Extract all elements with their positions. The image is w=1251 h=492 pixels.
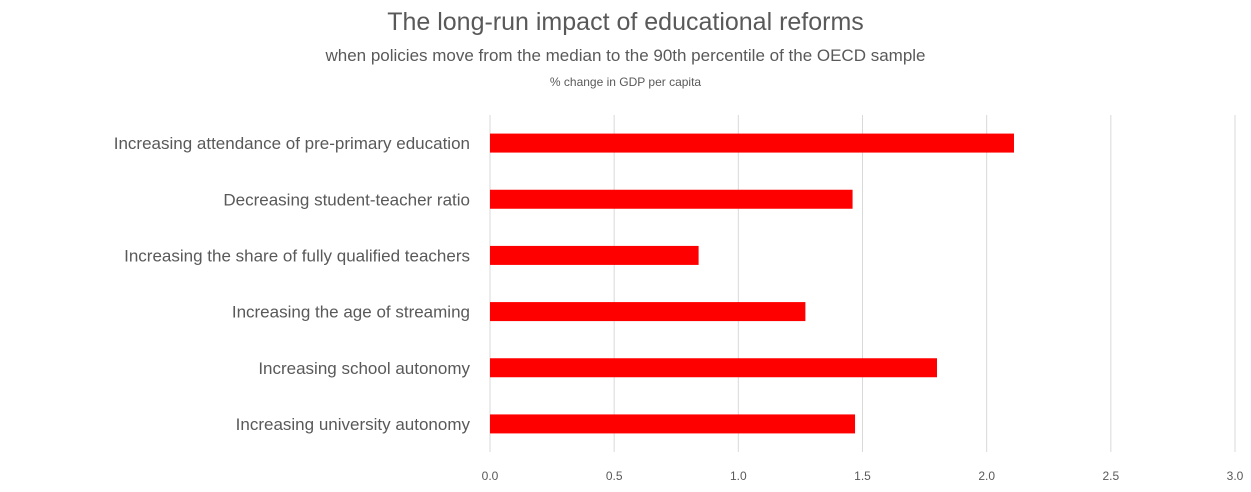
- bar: [490, 358, 937, 378]
- bar: [490, 133, 1014, 153]
- bar: [490, 414, 856, 434]
- x-tick-label: 1.0: [730, 469, 747, 483]
- x-tick-label: 1.5: [854, 469, 871, 483]
- x-tick-label: 3.0: [1227, 469, 1244, 483]
- bar: [490, 245, 699, 265]
- chart-title: The long-run impact of educational refor…: [387, 8, 864, 36]
- bar: [490, 189, 853, 209]
- category-label: Increasing the share of fully qualified …: [124, 246, 470, 265]
- category-label: Increasing university autonomy: [236, 415, 471, 434]
- x-tick-label: 0.5: [606, 469, 623, 483]
- chart-unit-label: % change in GDP per capita: [549, 75, 702, 89]
- category-label: Increasing attendance of pre-primary edu…: [114, 134, 470, 153]
- bar: [490, 302, 806, 322]
- category-label: Increasing school autonomy: [258, 359, 470, 378]
- x-tick-label: 0.0: [482, 469, 499, 483]
- category-label: Decreasing student-teacher ratio: [223, 190, 470, 209]
- x-tick-label: 2.5: [1102, 469, 1119, 483]
- x-tick-label: 2.0: [978, 469, 995, 483]
- category-label: Increasing the age of streaming: [232, 303, 470, 322]
- chart-subtitle: when policies move from the median to th…: [325, 46, 926, 65]
